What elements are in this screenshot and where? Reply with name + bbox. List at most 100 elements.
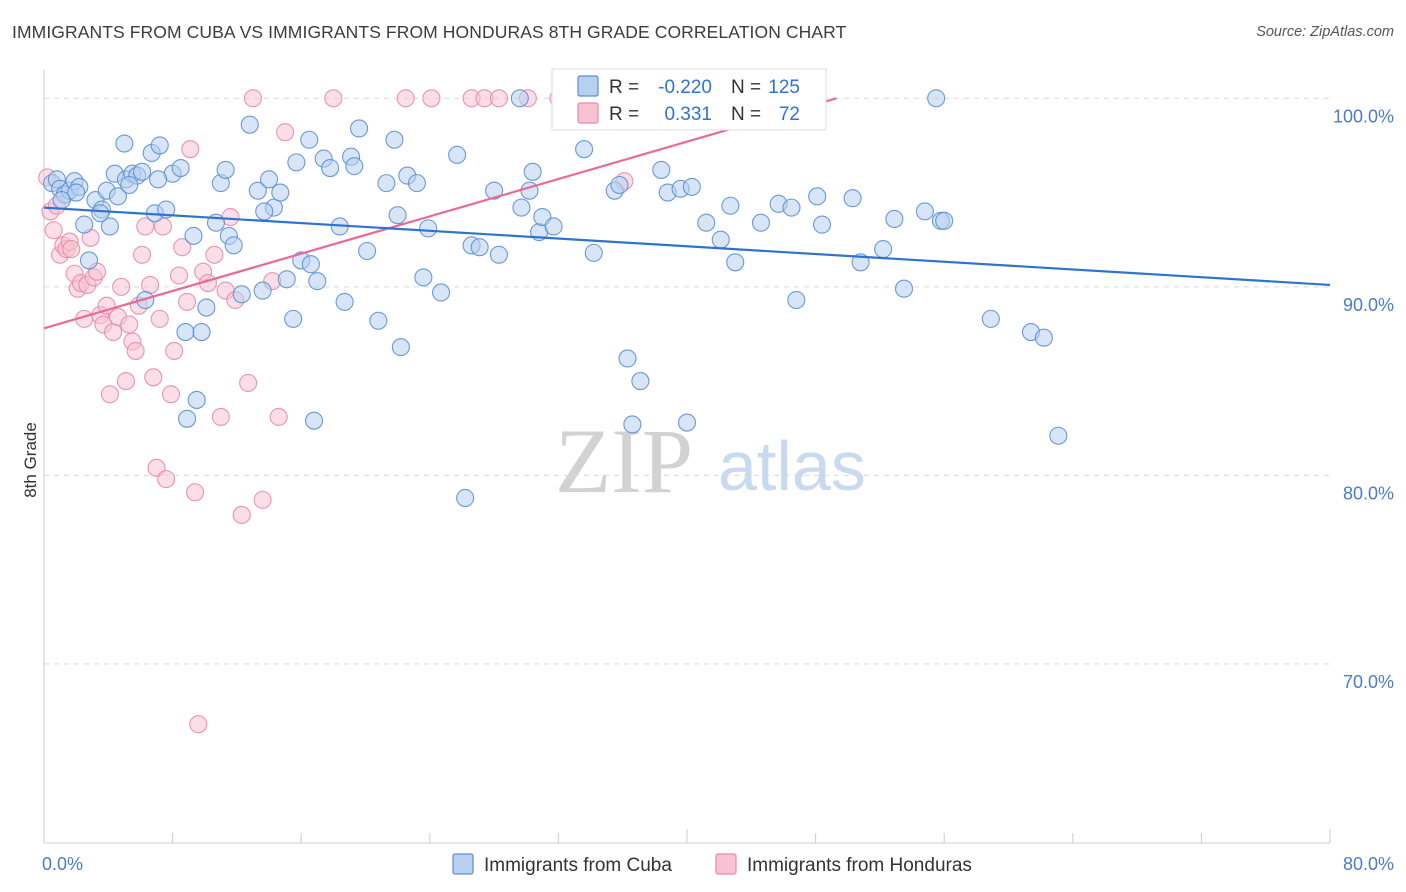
cuba-point — [248, 181, 267, 200]
honduras-point — [186, 483, 205, 502]
cuba-point — [67, 183, 86, 202]
cuba-point — [184, 226, 203, 245]
cuba-point — [652, 160, 671, 179]
honduras-point — [253, 490, 272, 509]
legend-n-label-2: N = — [731, 104, 761, 125]
honduras-trend-line — [43, 97, 837, 330]
honduras-point — [62, 240, 81, 259]
cuba-point — [277, 270, 296, 289]
trend-lines — [43, 97, 1331, 330]
cuba-point — [287, 153, 306, 172]
honduras-point — [44, 221, 63, 240]
legend-swatch-honduras — [577, 102, 599, 124]
cuba-point — [407, 174, 426, 193]
cuba-points — [42, 89, 1068, 508]
cuba-point — [544, 217, 563, 236]
cuba-trend-line — [43, 206, 1331, 287]
cuba-point — [259, 170, 279, 189]
cuba-point — [350, 119, 369, 138]
cuba-point — [623, 415, 642, 434]
cuba-point — [575, 140, 594, 159]
series-legend: Immigrants from Cuba Immigrants from Hon… — [452, 853, 972, 876]
honduras-point — [169, 266, 189, 285]
x-tick-label-min: 0.0% — [42, 854, 83, 874]
cuba-point — [523, 162, 542, 181]
cuba-point — [726, 253, 745, 272]
honduras-point — [211, 407, 230, 426]
cuba-point — [176, 323, 195, 342]
bottom-legend-honduras: Immigrants from Honduras — [747, 855, 972, 876]
honduras-point — [422, 89, 441, 108]
cuba-point — [874, 240, 893, 259]
cuba-point — [456, 488, 475, 508]
legend-r-value-1: -0.220 — [658, 77, 712, 98]
bottom-legend-cuba: Immigrants from Cuba — [484, 855, 672, 876]
cuba-point — [512, 198, 531, 217]
cuba-point — [894, 279, 914, 298]
honduras-point — [161, 385, 181, 404]
source-label: Source: ZipAtlas.com — [1256, 24, 1394, 40]
honduras-point — [153, 217, 173, 236]
cuba-point — [448, 145, 467, 164]
y-tick-label: 90.0% — [1343, 295, 1394, 315]
y-tick-labels: 70.0% 80.0% 90.0% 100.0% — [1333, 106, 1394, 692]
cuba-point — [391, 338, 410, 357]
honduras-point — [178, 292, 197, 311]
cuba-point — [631, 372, 650, 391]
cuba-point — [108, 187, 127, 206]
honduras-point — [120, 315, 139, 334]
cuba-point — [885, 209, 904, 228]
honduras-point — [276, 123, 295, 142]
y-tick-label: 100.0% — [1333, 106, 1394, 126]
cuba-point — [682, 177, 701, 196]
legend-n-label-1: N = — [731, 77, 761, 98]
cuba-point — [470, 238, 489, 257]
cuba-point — [358, 241, 377, 261]
axes — [43, 70, 1331, 844]
honduras-point — [126, 341, 145, 360]
cuba-point — [284, 309, 303, 328]
y-tick-label: 80.0% — [1343, 483, 1394, 503]
cuba-point — [812, 215, 832, 234]
cuba-point — [345, 157, 364, 176]
cuba-point — [253, 281, 272, 300]
cuba-point — [192, 323, 211, 342]
cuba-point — [240, 115, 259, 134]
cuba-point — [388, 206, 407, 225]
cuba-point — [149, 170, 168, 189]
cuba-point — [91, 204, 110, 223]
watermark-atlas: atlas — [718, 427, 866, 505]
cuba-point — [414, 268, 433, 287]
cuba-point — [171, 158, 190, 178]
cuba-point — [584, 243, 603, 262]
cuba-point — [1049, 426, 1068, 445]
cuba-point — [843, 189, 862, 208]
honduras-point — [324, 89, 343, 108]
legend-r-value-2: 0.331 — [664, 104, 712, 125]
cuba-point — [120, 175, 139, 195]
honduras-point — [157, 470, 176, 489]
y-tick-label: 70.0% — [1343, 672, 1394, 692]
cuba-point — [485, 181, 504, 200]
cuba-point — [510, 89, 529, 108]
legend-r-label-1: R = — [609, 77, 639, 98]
cuba-point — [305, 411, 324, 430]
y-axis-title: 8th Grade — [21, 422, 40, 498]
honduras-point — [150, 309, 169, 328]
cuba-point — [489, 245, 508, 264]
cuba-point — [369, 311, 388, 330]
honduras-point — [100, 385, 119, 404]
cuba-point — [115, 134, 134, 153]
cuba-point — [927, 89, 946, 108]
cuba-point — [711, 230, 730, 249]
honduras-point — [136, 217, 155, 236]
cuba-point — [271, 183, 290, 202]
honduras-point — [104, 323, 123, 342]
cuba-point — [79, 251, 99, 270]
cuba-point — [377, 174, 396, 193]
cuba-point — [52, 191, 71, 210]
honduras-point — [173, 238, 192, 257]
cuba-point — [300, 130, 319, 149]
cuba-point — [133, 162, 152, 181]
